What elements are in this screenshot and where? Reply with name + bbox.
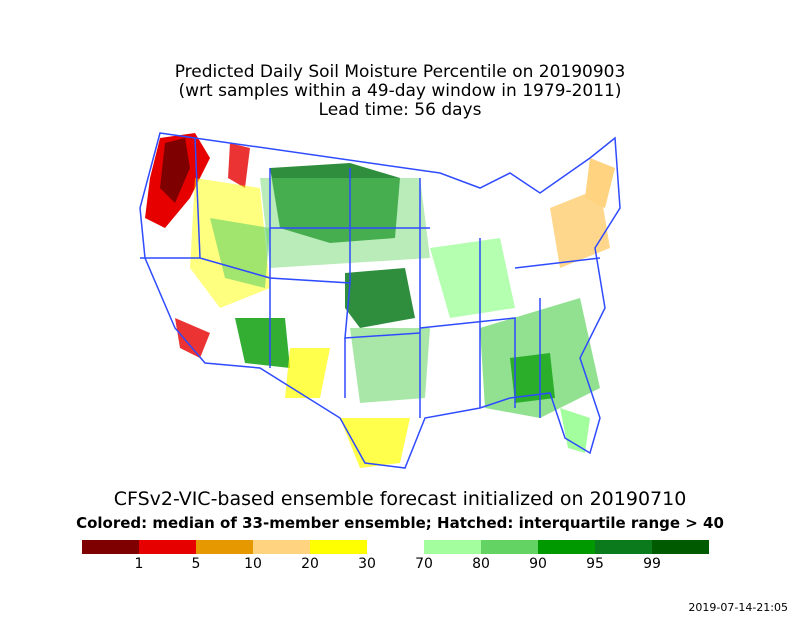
region-california-south-dry [175,318,210,358]
legend-caption: Colored: median of 33-member ensemble; H… [76,514,724,532]
legend-swatch [139,540,196,554]
legend-swatch [196,540,253,554]
legend-swatch [424,540,481,554]
region-kansas-wet [345,268,415,328]
legend-swatch [367,540,424,554]
title-line-1: Predicted Daily Soil Moisture Percentile… [174,62,626,82]
legend-swatch [538,540,595,554]
legend-tick-label: 95 [586,556,604,572]
legend-tick-label: 70 [415,556,433,572]
legend-tick-label: 80 [472,556,490,572]
region-southern-plains-wet [350,328,430,403]
legend-tick-label: 90 [529,556,547,572]
legend-tick-label: 10 [244,556,262,572]
legend-tick-label: 5 [191,556,201,572]
us-outline [139,132,621,469]
title-line-3: Lead time: 56 days [318,100,482,120]
legend-tick-label: 30 [358,556,376,572]
region-northern-plains-light [260,178,430,268]
moisture-regions [145,133,615,468]
state-boundaries [139,132,621,469]
legend-swatch [652,540,709,554]
legend-tick-label: 99 [643,556,661,572]
legend-swatch [253,540,310,554]
region-oregon-coast-darkest [160,138,190,203]
state-line-8 [514,257,601,269]
timestamp: 2019-07-14-21:05 [688,601,788,614]
region-idaho-dry [228,143,250,188]
region-alabama-wet [510,353,555,403]
legend-swatch [595,540,652,554]
forecast-subtitle: CFSv2-VIC-based ensemble forecast initia… [113,488,687,510]
legend-swatch [481,540,538,554]
legend-tick-label: 20 [301,556,319,572]
region-maine-dry [585,158,615,208]
legend-swatch [310,540,367,554]
title-line-2: (wrt samples within a 49-day window in 1… [178,81,622,101]
legend-swatch [82,540,139,554]
region-west-mixed-wet [210,218,270,288]
map-svg [139,132,621,469]
color-legend: 1 5 10 20 30 70 80 90 95 99 [82,540,722,578]
region-new-mexico-dry [285,348,330,398]
region-florida-wet [560,408,590,453]
state-line-1 [194,137,271,368]
state-line-6 [419,317,516,408]
region-northern-plains-wet [270,163,400,243]
us-soil-moisture-map [120,118,640,478]
region-midwest-wet [430,238,515,318]
region-arizona-wet [235,318,290,368]
legend-tick-label: 1 [134,556,144,572]
region-texas-dry [340,418,410,468]
